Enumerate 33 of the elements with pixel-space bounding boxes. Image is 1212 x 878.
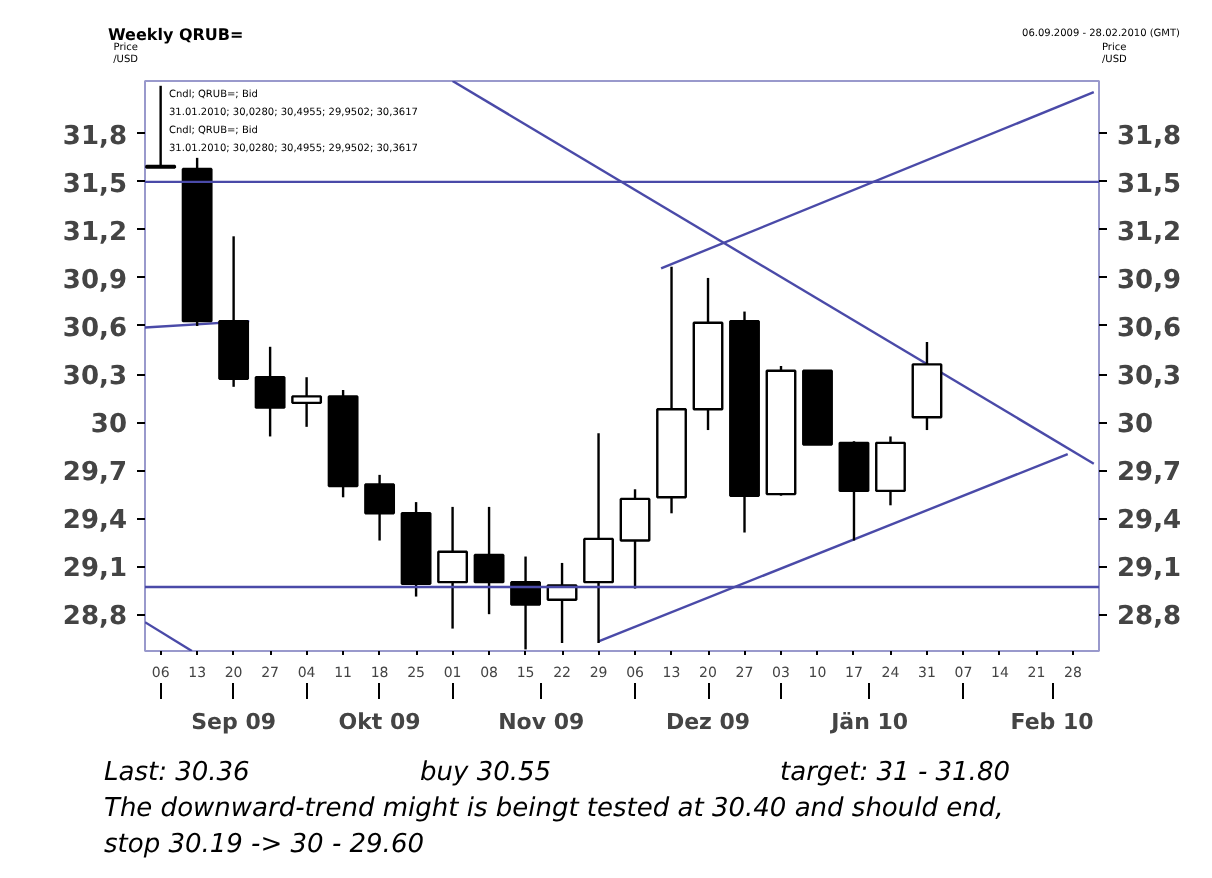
y2-tick-label: 31,2 <box>1117 217 1182 248</box>
y-tick-label: 29,7 <box>62 458 128 489</box>
text: target: 31 - 31.80 <box>780 756 1010 792</box>
y-tick-label: 29,4 <box>62 506 128 537</box>
y2-tick-label: 31,8 <box>1117 121 1182 152</box>
y-tick-label: 30 <box>90 410 128 441</box>
y2-tick-label: 30,6 <box>1117 313 1182 344</box>
y2-tick-label: 29,1 <box>1117 554 1182 585</box>
y2-tick-label: 28,8 <box>1117 602 1182 633</box>
x2-tick-label: Nov 09 <box>498 709 585 735</box>
x2-tick-label: Okt 09 <box>338 709 421 735</box>
x2-tick-label: Sep 09 <box>191 709 277 735</box>
y-tick-label: 31,5 <box>62 169 128 200</box>
y2-tick-label: 30 <box>1117 410 1154 441</box>
x2-tick-label: Jän 10 <box>829 709 909 735</box>
y-tick-label: 30,6 <box>62 313 128 344</box>
x2-tick-label: Feb 10 <box>1010 709 1095 735</box>
text: The downward-trend might is beingt tested at 30.40 and should end, <box>104 792 1004 828</box>
y2-tick-label: 29,7 <box>1117 458 1182 489</box>
y-tick-label: 30,9 <box>62 265 128 296</box>
x2-tick-label: Dez 09 <box>665 709 751 735</box>
text: stop 30.19 -> 30 - 29.60 <box>104 828 424 864</box>
y-tick-label: 30,3 <box>62 362 128 393</box>
y2-tick-label: 31,5 <box>1117 169 1182 200</box>
y2-tick-label: 30,9 <box>1117 265 1182 296</box>
y-tick-label: 31,2 <box>62 217 128 248</box>
text: Last: 30.36 <box>104 756 250 792</box>
text: buy 30.55 <box>420 756 552 792</box>
y2-tick-label: 29,4 <box>1117 506 1182 537</box>
y2-tick-label: 30,3 <box>1117 362 1182 393</box>
y-tick-label: 29,1 <box>62 554 128 585</box>
y-tick-label: 28,8 <box>62 602 128 633</box>
y-tick-label: 31,8 <box>62 121 128 152</box>
